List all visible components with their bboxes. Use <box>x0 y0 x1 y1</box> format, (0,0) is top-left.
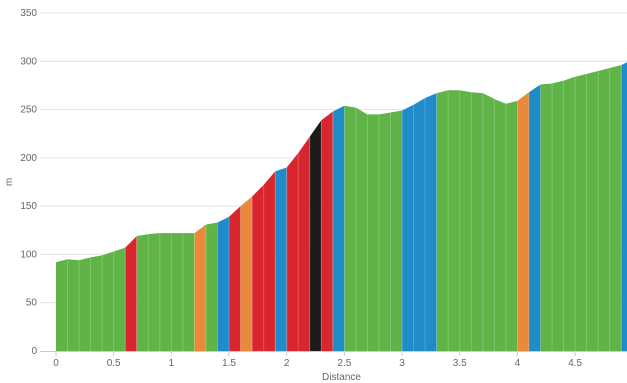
x-tick-label: 2.5 <box>337 358 351 369</box>
x-tick-label: 1.5 <box>222 358 236 369</box>
x-tick-label: 1 <box>169 358 175 369</box>
y-tick-label: 300 <box>20 56 37 67</box>
segment-green <box>136 233 195 351</box>
x-tick-label: 3.5 <box>453 358 467 369</box>
segment-green <box>205 222 218 351</box>
y-axis-ticks: 0 50 100 150 200 250 300 350 <box>20 8 37 357</box>
y-tick-label: 50 <box>26 298 38 309</box>
segment-red <box>252 171 276 351</box>
y-tick-label: 100 <box>20 249 37 260</box>
x-axis-ticks: 0 0.5 1 1.5 2 2.5 3 3.5 4 4.5 <box>53 351 582 369</box>
segment-red <box>125 236 137 351</box>
segment-black <box>309 120 322 351</box>
segment-green <box>436 90 518 351</box>
segment-orange <box>517 92 529 351</box>
segment-orange <box>194 224 206 351</box>
segment-red <box>286 136 310 351</box>
segment-blue <box>402 93 437 352</box>
segment-green <box>344 105 403 352</box>
segment-blue <box>217 216 230 351</box>
segment-blue <box>332 105 345 352</box>
y-axis-title: m <box>4 178 15 186</box>
x-tick-label: 0 <box>53 358 59 369</box>
segment-red <box>321 111 333 351</box>
y-tick-label: 250 <box>20 105 37 116</box>
x-tick-label: 0.5 <box>107 358 121 369</box>
x-tick-label: 2 <box>284 358 290 369</box>
segment-green <box>540 65 622 352</box>
y-tick-label: 200 <box>20 153 37 164</box>
y-tick-label: 350 <box>20 8 37 19</box>
segment-red <box>229 206 241 351</box>
x-axis-title: Distance <box>322 372 361 383</box>
segment-blue <box>275 167 287 351</box>
segment-orange <box>240 196 253 351</box>
y-tick-label: 0 <box>31 346 37 357</box>
x-tick-label: 3 <box>399 358 405 369</box>
x-tick-label: 4 <box>515 358 521 369</box>
x-tick-label: 4.5 <box>568 358 582 369</box>
elevation-area <box>56 62 627 352</box>
segment-blue <box>621 62 627 351</box>
segment-blue <box>528 84 541 352</box>
y-tick-label: 150 <box>20 201 37 212</box>
sample-dividers <box>67 65 622 351</box>
segment-green <box>56 247 126 351</box>
